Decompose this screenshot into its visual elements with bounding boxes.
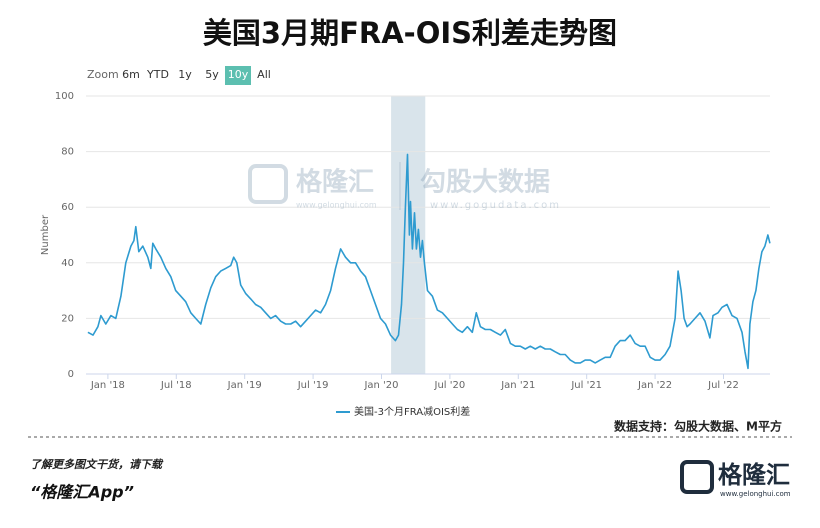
watermark-brand-url: www.gelonghui.com (296, 201, 377, 210)
zoom-button-bg[interactable] (225, 66, 251, 85)
x-tick-label: Jul '20 (434, 380, 466, 391)
logo-url: www.gelonghui.com (720, 490, 791, 498)
legend-label[interactable]: 美国-3个月FRA减OIS利差 (354, 405, 470, 418)
watermark-partner-url: www.gogudata.com (430, 200, 561, 211)
series-line (87, 153, 771, 370)
highlight-band (391, 96, 426, 374)
x-tick-label: Jan '18 (90, 380, 125, 391)
y-tick-label: 20 (61, 313, 74, 324)
watermark-partner: 勾股大数据 (420, 168, 550, 198)
y-tick-label: 0 (68, 369, 74, 380)
y-axis-title: Number (40, 214, 51, 255)
x-tick-label: Jan '22 (637, 380, 672, 391)
footer-app: “格隆汇App” (30, 483, 134, 502)
y-tick-label: 60 (61, 202, 74, 213)
zoom-label: Zoom (87, 68, 119, 81)
zoom-button[interactable]: 6m (122, 68, 140, 81)
logo-icon (680, 460, 714, 494)
zoom-button[interactable]: 5y (205, 68, 219, 81)
watermark-icon (248, 164, 288, 204)
zoom-button[interactable]: YTD (146, 68, 169, 81)
watermark: 格隆汇 www.gelonghui.com 勾股大数据 www.gogudata… (248, 162, 561, 211)
chart-title: 美国3月期FRA-OIS利差走势图 (203, 16, 617, 50)
x-tick-label: Jan '20 (363, 380, 398, 391)
zoom-button[interactable]: 10y (228, 68, 249, 81)
x-tick-label: Jul '18 (160, 380, 192, 391)
x-tick-label: Jul '19 (297, 380, 329, 391)
footer-prompt: 了解更多图文干货，请下载 (30, 458, 164, 471)
x-tick-label: Jul '21 (570, 380, 602, 391)
logo-text: 格隆汇 (718, 461, 790, 489)
y-tick-label: 100 (55, 91, 74, 102)
watermark-brand: 格隆汇 (296, 167, 374, 198)
x-tick-label: Jul '22 (707, 380, 739, 391)
x-tick-label: Jan '21 (500, 380, 535, 391)
zoom-button[interactable]: 1y (178, 68, 192, 81)
y-tick-label: 80 (61, 147, 74, 158)
x-tick-label: Jan '19 (227, 380, 262, 391)
y-tick-label: 40 (61, 258, 74, 269)
source: 数据支持：勾股大数据、M平方 (614, 419, 782, 434)
zoom-button[interactable]: All (257, 68, 271, 81)
